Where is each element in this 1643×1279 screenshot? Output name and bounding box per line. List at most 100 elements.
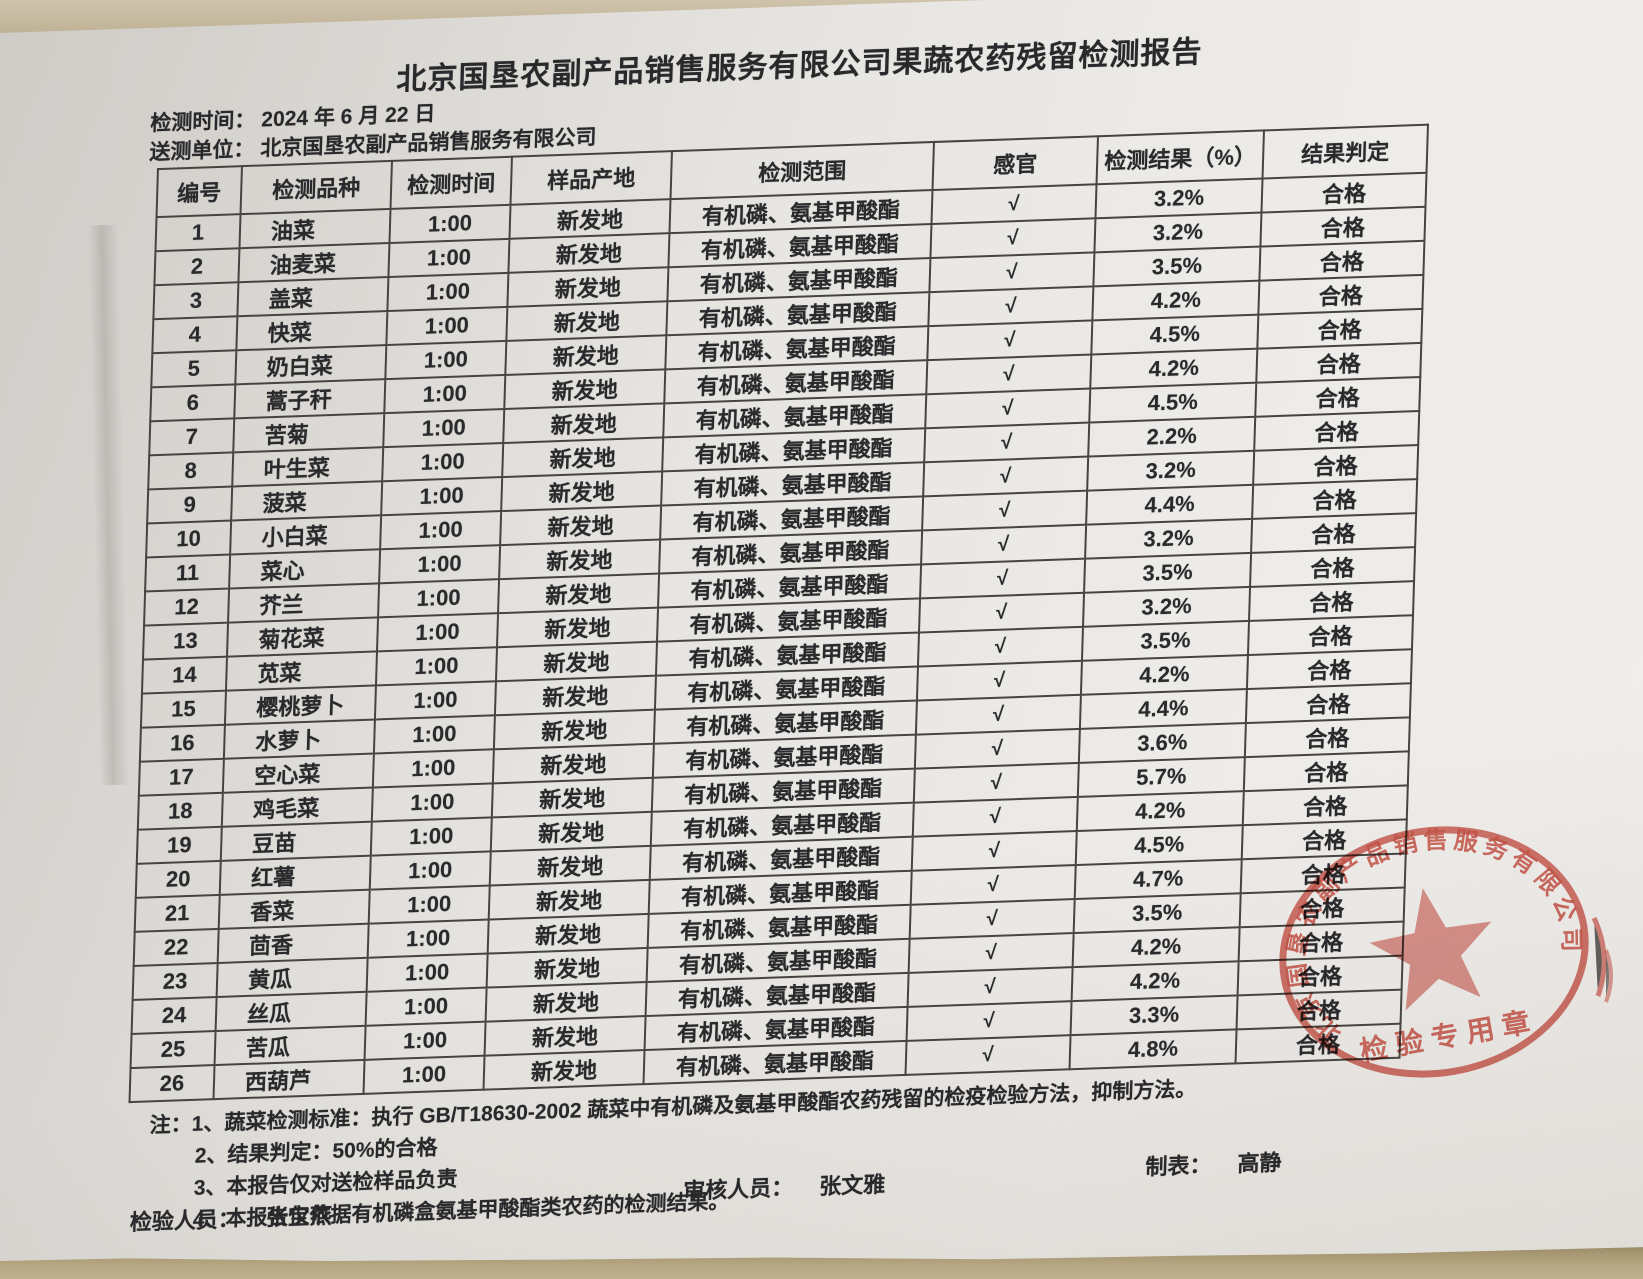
cell-time: 1:00 <box>387 272 509 312</box>
cell-verdict: 合格 <box>1256 342 1422 383</box>
cell-no: 12 <box>144 588 230 626</box>
cell-sensory: √ <box>906 1001 1072 1041</box>
cell-time: 1:00 <box>370 817 492 856</box>
cell-variety: 油麦菜 <box>238 242 390 283</box>
cell-verdict: 合格 <box>1255 376 1421 417</box>
cell-no: 3 <box>153 282 239 320</box>
cell-verdict: 合格 <box>1243 751 1409 792</box>
cell-no: 7 <box>149 418 235 456</box>
cell-variety: 西葫芦 <box>213 1059 365 1100</box>
cell-origin: 新发地 <box>503 403 665 444</box>
cell-no: 22 <box>133 928 219 966</box>
cell-no: 26 <box>129 1065 215 1103</box>
cell-time: 1:00 <box>369 851 491 890</box>
cell-variety: 空心菜 <box>222 753 374 793</box>
header-origin: 样品产地 <box>510 151 672 205</box>
cell-verdict: 合格 <box>1249 581 1415 621</box>
cell-variety: 快菜 <box>236 311 388 351</box>
cell-time: 1:00 <box>374 681 496 720</box>
cell-verdict: 合格 <box>1253 445 1419 485</box>
cell-verdict: 合格 <box>1245 683 1411 724</box>
cell-origin: 新发地 <box>489 845 651 886</box>
cell-verdict: 合格 <box>1260 206 1426 247</box>
cell-sensory: √ <box>916 660 1082 701</box>
cell-origin: 新发地 <box>506 301 668 341</box>
cell-sensory: √ <box>914 728 1080 769</box>
cell-time: 1:00 <box>367 919 489 958</box>
cell-verdict: 合格 <box>1261 172 1427 213</box>
cell-no: 16 <box>139 724 225 762</box>
cell-sensory: √ <box>909 899 1075 939</box>
cell-variety: 黄瓜 <box>216 957 368 998</box>
stamp-outer-ring <box>1279 826 1589 1078</box>
cell-origin: 新发地 <box>507 267 669 307</box>
stamp-label-text: 检验专用章 <box>1357 1004 1540 1067</box>
cell-variety: 苦菊 <box>233 413 385 453</box>
cell-origin: 新发地 <box>505 335 667 375</box>
cell-origin: 新发地 <box>492 743 654 784</box>
cell-time: 1:00 <box>385 340 507 380</box>
test-time-value: 2024 年 6 月 22 日 <box>261 102 436 132</box>
cell-verdict: 合格 <box>1250 547 1416 587</box>
cell-origin: 新发地 <box>487 913 649 954</box>
cell-result: 4.8% <box>1069 1029 1237 1070</box>
header-result: 检测结果（%） <box>1096 130 1264 185</box>
header-variety: 检测品种 <box>240 160 392 215</box>
cell-time: 1:00 <box>372 749 494 788</box>
notes-prefix: 注： <box>149 1112 193 1138</box>
inspector-name: 张宝燕 <box>265 1202 333 1231</box>
cell-verdict: 合格 <box>1244 717 1410 758</box>
cell-no: 24 <box>131 997 217 1034</box>
preparer-label: 制表： <box>1145 1152 1212 1180</box>
cell-no: 1 <box>155 214 241 252</box>
reviewer-name: 张文雅 <box>818 1171 886 1199</box>
cell-origin: 新发地 <box>493 709 655 750</box>
cell-variety: 油菜 <box>239 208 391 249</box>
cell-verdict: 合格 <box>1258 274 1424 315</box>
cell-sensory: √ <box>928 286 1094 327</box>
cell-time: 1:00 <box>366 953 488 992</box>
cell-sensory: √ <box>926 354 1092 395</box>
cell-origin: 新发地 <box>495 641 658 682</box>
cell-variety: 菊花菜 <box>227 617 379 657</box>
cell-time: 1:00 <box>382 443 504 482</box>
cell-no: 2 <box>154 248 240 286</box>
cell-origin: 新发地 <box>488 879 650 920</box>
cell-variety: 鸡毛菜 <box>221 787 373 827</box>
cell-sensory: √ <box>905 1035 1071 1075</box>
cell-no: 11 <box>145 554 231 592</box>
cell-time: 1:00 <box>388 238 510 278</box>
results-table-body: 1 油菜 1:00 新发地 有机磷、氨基甲酸酯 √ 3.2% 合格 2 油麦菜 1:00 新发地 有机磷… <box>129 172 1427 1103</box>
cell-origin: 新发地 <box>490 811 652 852</box>
cell-no: 14 <box>141 656 228 694</box>
cell-sensory: √ <box>921 524 1087 565</box>
header-time: 检测时间 <box>390 156 512 209</box>
cell-verdict: 合格 <box>1257 308 1423 349</box>
cell-origin: 新发地 <box>497 607 659 648</box>
stamp-stray-mark <box>1604 949 1613 1003</box>
cell-time: 1:00 <box>365 987 487 1026</box>
cell-time: 1:00 <box>371 783 493 822</box>
stamp-stray-mark <box>1591 916 1607 997</box>
cell-no: 20 <box>135 860 221 898</box>
cell-variety: 盖菜 <box>237 277 389 317</box>
cell-variety: 小白菜 <box>230 515 382 555</box>
cell-variety: 丝瓜 <box>215 991 367 1032</box>
cell-verdict: 合格 <box>1252 479 1418 519</box>
cell-sensory: √ <box>913 762 1079 803</box>
cell-time: 1:00 <box>364 1021 486 1060</box>
cell-verdict: 合格 <box>1254 411 1420 451</box>
cell-no: 5 <box>151 350 237 388</box>
cell-origin: 新发地 <box>508 233 670 273</box>
cell-time: 1:00 <box>386 306 508 346</box>
stamp-star-icon <box>1369 888 1492 1011</box>
cell-variety: 樱桃萝卜 <box>224 685 376 725</box>
cell-no: 17 <box>138 758 224 796</box>
cell-origin: 新发地 <box>484 1016 646 1056</box>
cell-variety: 苦瓜 <box>214 1025 366 1066</box>
cell-no: 19 <box>136 826 222 864</box>
cell-verdict: 合格 <box>1251 513 1417 553</box>
results-table: 编号 检测品种 检测时间 样品产地 检测范围 感官 检测结果（%） 结果判定 1 油菜 1:00 新… <box>128 124 1429 1103</box>
cell-sensory: √ <box>930 218 1096 259</box>
cell-verdict: 合格 <box>1247 615 1414 656</box>
